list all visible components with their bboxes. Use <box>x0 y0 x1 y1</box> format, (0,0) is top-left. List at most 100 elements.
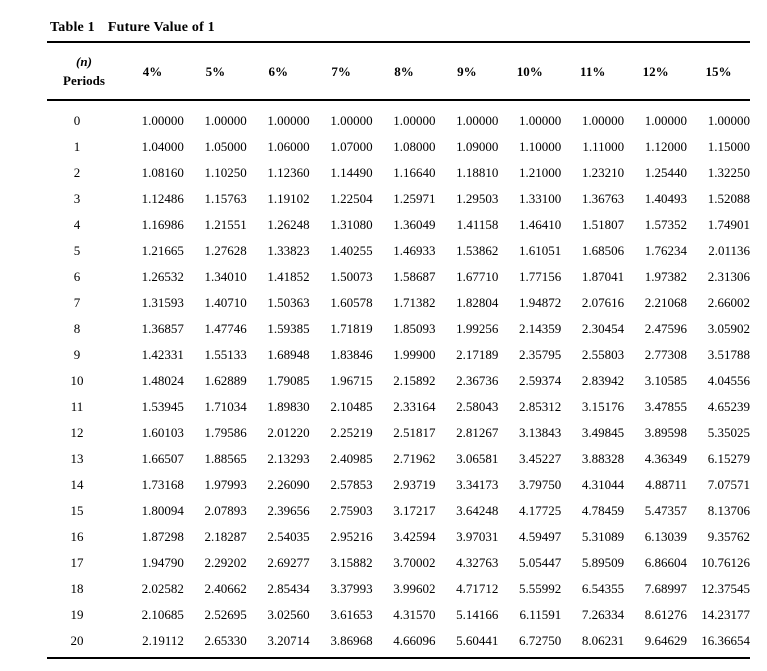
value-cell: 1.36857 <box>141 320 184 336</box>
value-cell: 1.18810 <box>456 164 499 180</box>
value-cell: 1.15763 <box>204 190 247 206</box>
value-cell: 1.11000 <box>582 138 625 154</box>
table-row: 15 1.80094 2.07893 2.39656 2.75903 3.17217 3.6… <box>47 497 751 523</box>
value-cell: 2.52695 <box>204 606 247 622</box>
value-cell: 3.64248 <box>456 502 499 518</box>
table-row: 0 1.00000 1.00000 1.00000 1.00000 1.00000 1.00… <box>47 100 750 133</box>
value-cell: 7.07571 <box>707 476 750 492</box>
table-row: 19 2.10685 2.52695 3.02560 3.61653 4.31570 5.1… <box>47 601 751 627</box>
value-cell: 2.81267 <box>456 424 499 440</box>
value-cell: 1.97993 <box>204 476 247 492</box>
future-value-table: (n) Periods 4% 5% 6% 7% 8% 9% 10% 11% 12% 15% 0 1.… <box>47 41 750 659</box>
table-row: 16 1.87298 2.18287 2.54035 2.95216 3.42594 3.9… <box>47 523 751 549</box>
value-cell: 5.47357 <box>644 502 688 518</box>
value-cell: 1.31080 <box>330 216 373 232</box>
value-cell: 2.54035 <box>267 528 310 544</box>
value-cell: 1.48024 <box>141 372 184 388</box>
value-cell: 7.68997 <box>644 580 688 596</box>
value-cell: 1.26248 <box>267 216 310 232</box>
value-cell: 1.14490 <box>330 164 373 180</box>
table-row: 6 1.26532 1.34010 1.41852 1.50073 1.58687 1.67… <box>47 263 750 289</box>
value-cell: 1.46410 <box>518 216 562 232</box>
value-cell: 3.20714 <box>267 632 310 648</box>
value-cell: 1.25440 <box>644 164 688 180</box>
value-cell: 4.65239 <box>707 398 750 414</box>
value-cell: 2.66002 <box>707 294 750 310</box>
value-cell: 2.30454 <box>581 320 625 336</box>
value-cell: 2.39656 <box>267 502 310 518</box>
value-cell: 2.33164 <box>393 398 436 414</box>
value-cell: 1.00000 <box>204 112 247 128</box>
rate-column-header: 11% <box>561 42 625 101</box>
value-cell: 2.58043 <box>456 398 499 414</box>
value-cell: 7.26334 <box>581 606 625 622</box>
value-cell: 1.46933 <box>393 242 436 258</box>
value-cell: 1.00000 <box>581 112 625 128</box>
rate-column-header: 5% <box>183 42 247 101</box>
value-cell: 1.47746 <box>204 320 247 336</box>
value-cell: 1.80094 <box>141 502 184 518</box>
value-cell: 3.06581 <box>456 450 499 466</box>
value-cell: 1.94872 <box>518 294 562 310</box>
value-cell: 1.00000 <box>644 112 688 128</box>
value-cell: 3.13843 <box>518 424 562 440</box>
value-cell: 2.13293 <box>267 450 310 466</box>
value-cell: 1.21665 <box>141 242 184 258</box>
period-cell: 11 <box>70 398 84 414</box>
period-cell: 19 <box>70 606 84 622</box>
value-cell: 1.31593 <box>141 294 184 310</box>
value-cell: 1.26532 <box>141 268 184 284</box>
value-cell: 1.73168 <box>141 476 184 492</box>
table-row: 17 1.94790 2.29202 2.69277 3.15882 3.70002 4.3… <box>47 549 751 575</box>
value-cell: 1.00000 <box>707 112 750 128</box>
value-cell: 1.06000 <box>267 138 310 154</box>
table-header: (n) Periods 4% 5% 6% 7% 8% 9% 10% 11% 12% 15% <box>47 42 750 101</box>
value-cell: 1.94790 <box>141 554 184 570</box>
value-cell: 1.36049 <box>393 216 436 232</box>
period-cell: 7 <box>73 294 81 310</box>
value-cell: 6.11591 <box>519 606 562 622</box>
value-cell: 1.42331 <box>141 346 184 362</box>
value-cell: 3.51788 <box>707 346 750 362</box>
value-cell: 2.93719 <box>393 476 436 492</box>
rate-column-header: 10% <box>498 42 562 101</box>
value-cell: 2.75903 <box>330 502 373 518</box>
value-cell: 1.00000 <box>267 112 310 128</box>
value-cell: 1.33823 <box>267 242 310 258</box>
value-cell: 2.31306 <box>707 268 750 284</box>
table-body: 0 1.00000 1.00000 1.00000 1.00000 1.00000 1.00… <box>47 100 751 658</box>
period-cell: 12 <box>70 424 84 440</box>
value-cell: 1.36763 <box>581 190 625 206</box>
value-cell: 1.71034 <box>204 398 247 414</box>
period-cell: 3 <box>73 190 81 206</box>
table-title: Table 1 Future Value of 1 <box>50 20 750 36</box>
table-number-label: Table 1 <box>50 20 95 35</box>
value-cell: 6.13039 <box>644 528 688 544</box>
value-cell: 3.10585 <box>644 372 688 388</box>
value-cell: 1.07000 <box>330 138 373 154</box>
period-cell: 13 <box>70 450 84 466</box>
period-cell: 1 <box>73 138 81 154</box>
value-cell: 1.67710 <box>456 268 499 284</box>
rate-column-header: 8% <box>372 42 436 101</box>
value-cell: 5.05447 <box>518 554 562 570</box>
value-cell: 1.04000 <box>141 138 184 154</box>
value-cell: 3.15176 <box>581 398 625 414</box>
value-cell: 4.32763 <box>456 554 499 570</box>
value-cell: 1.29503 <box>456 190 499 206</box>
period-cell: 8 <box>73 320 81 336</box>
value-cell: 1.52088 <box>707 190 750 206</box>
value-cell: 3.42594 <box>393 528 436 544</box>
value-cell: 1.68506 <box>581 242 625 258</box>
period-cell: 16 <box>70 528 84 544</box>
value-cell: 1.51807 <box>581 216 625 232</box>
value-cell: 2.18287 <box>204 528 247 544</box>
value-cell: 1.00000 <box>393 112 436 128</box>
value-cell: 2.85312 <box>518 398 562 414</box>
value-cell: 4.17725 <box>518 502 562 518</box>
value-cell: 5.35025 <box>707 424 750 440</box>
value-cell: 3.99602 <box>393 580 436 596</box>
periods-header-n: (n) <box>76 54 92 69</box>
value-cell: 1.85093 <box>393 320 436 336</box>
value-cell: 2.59374 <box>518 372 562 388</box>
